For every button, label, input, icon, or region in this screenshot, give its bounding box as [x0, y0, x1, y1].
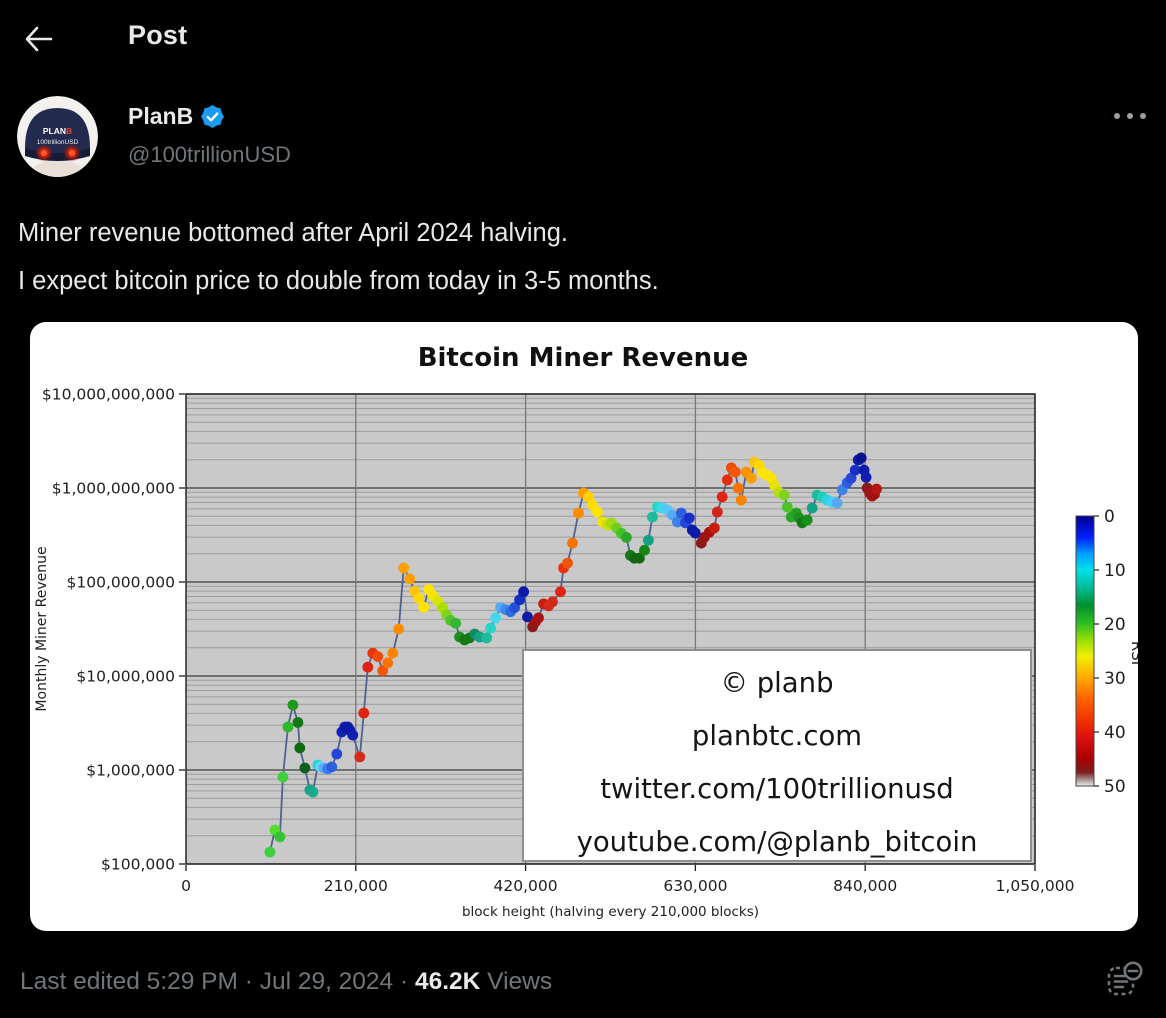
tweet-media-chart-card[interactable]: © planb planbtc.com twitter.com/100trillio… — [30, 322, 1138, 931]
note-icon — [1107, 961, 1143, 996]
x-tick-label: 630,000 — [663, 877, 727, 895]
svg-text:100trillionUSD: 100trillionUSD — [37, 139, 79, 146]
x-tick-label: 840,000 — [833, 877, 897, 895]
miner-revenue-chart: © planb planbtc.com twitter.com/100trillio… — [34, 343, 1138, 920]
y-tick-label: $100,000 — [101, 856, 175, 874]
x-tick-label: 0 — [181, 877, 191, 895]
author-handle[interactable]: @100trillionUSD — [128, 142, 291, 167]
x-axis-title: block height (halving every 210,000 bloc… — [462, 904, 759, 920]
legend-line: © planb — [720, 667, 833, 699]
ellipsis-icon — [1114, 113, 1120, 119]
legend-line: planbtc.com — [692, 720, 862, 752]
legend-box — [522, 649, 1032, 862]
x-tick-label: 1,050,000 — [996, 877, 1075, 895]
planb-cap-avatar-image: PLANB 100trillionUSD — [17, 96, 98, 177]
svg-text:PLANB: PLANB — [43, 126, 72, 136]
back-button[interactable] — [16, 17, 60, 61]
colorbar-tick-label: 0 — [1104, 507, 1115, 527]
y-tick-label: $10,000,000,000 — [42, 386, 175, 404]
page-title: Post — [128, 20, 188, 50]
y-tick-label: $10,000,000 — [76, 668, 175, 686]
post-meta: Last edited 5:29 PM · Jul 29, 2024 · 46.… — [20, 968, 552, 996]
colorbar — [1075, 515, 1095, 787]
community-note-button[interactable] — [1100, 955, 1148, 1003]
verified-badge-icon — [201, 105, 225, 128]
views-count: 46.2K — [414, 968, 481, 995]
colorbar-tick-label: 20 — [1104, 615, 1126, 635]
tweet-text: Miner revenue bottomed after April 2024 … — [18, 209, 1138, 305]
views-label: Views — [480, 968, 553, 995]
avatar[interactable]: PLANB 100trillionUSD — [17, 96, 98, 177]
colorbar-tick-label: 40 — [1104, 723, 1126, 743]
colorbar-tick-label: 30 — [1104, 669, 1126, 689]
legend-line: twitter.com/100trillionusd — [600, 773, 954, 805]
y-axis-title: Monthly Miner Revenue — [34, 546, 50, 711]
arrow-left-icon — [25, 26, 53, 52]
legend-line: youtube.com/@planb_bitcoin — [577, 826, 978, 858]
more-options-button[interactable] — [1106, 100, 1154, 132]
colorbar-tick-label: 10 — [1104, 561, 1126, 581]
y-tick-label: $100,000,000 — [67, 574, 175, 592]
chart-title: Bitcoin Miner Revenue — [418, 343, 749, 373]
colorbar-title: RSI — [1128, 641, 1138, 665]
colorbar-tick-label: 50 — [1104, 777, 1126, 797]
x-tick-label: 210,000 — [324, 877, 388, 895]
tweet-text-line-1: Miner revenue bottomed after April 2024 … — [18, 219, 568, 247]
y-tick-label: $1,000,000 — [86, 762, 175, 780]
author-name[interactable]: PlanB — [128, 103, 194, 129]
tweet-text-line-2: I expect bitcoin price to double from to… — [18, 267, 659, 295]
x-tick-label: 420,000 — [494, 877, 558, 895]
post-timestamp: Last edited 5:29 PM · Jul 29, 2024 · — [20, 968, 415, 995]
y-tick-label: $1,000,000,000 — [52, 480, 175, 498]
